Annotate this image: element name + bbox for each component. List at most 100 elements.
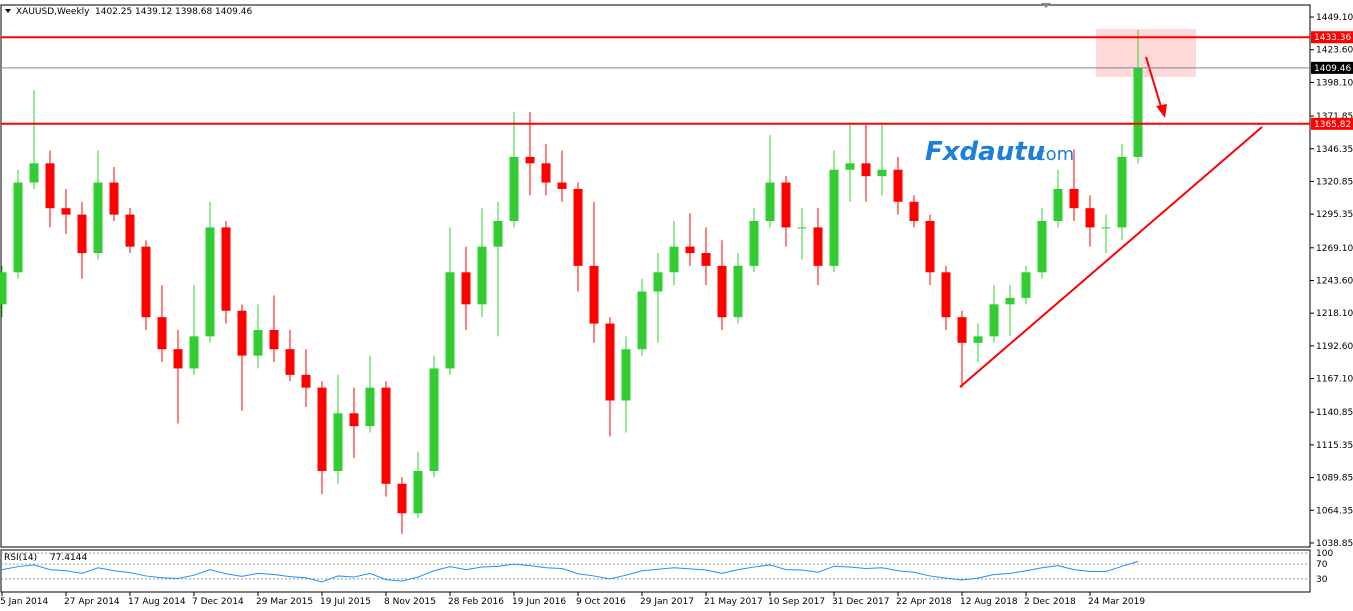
x-tick-label: 17 Aug 2014: [128, 597, 186, 607]
candle-body: [589, 265, 599, 324]
candle-body: [973, 336, 983, 343]
candle-body: [925, 221, 935, 273]
watermark-brand: Fxdautu: [925, 137, 1045, 167]
candle-body: [877, 169, 887, 177]
candle-body: [1021, 272, 1031, 298]
candle-body: [845, 163, 855, 170]
y-tick-label: 1423.60: [1316, 46, 1353, 56]
arrow-shaft: [1145, 56, 1163, 111]
candle-body: [573, 188, 583, 266]
candle-body: [429, 368, 439, 471]
price-level-tag: [1311, 61, 1353, 74]
marker: [1041, 3, 1051, 8]
y-tick-label: 1346.35: [1316, 145, 1353, 155]
price-level-tag: [1311, 31, 1353, 44]
y-tick-label: 1371.85: [1316, 112, 1353, 122]
y-tick-label: 1243.60: [1316, 276, 1353, 286]
trend-line: [959, 126, 1263, 388]
candle-body: [605, 323, 615, 401]
rsi-line: [1, 560, 1139, 583]
candle-body: [349, 413, 359, 427]
ohlc-values: 1402.25 1439.12 1398.68 1409.46: [95, 7, 252, 17]
candle-body: [381, 387, 391, 484]
candle-body: [221, 227, 231, 311]
candle-body: [525, 156, 535, 164]
candle-body: [781, 182, 791, 228]
y-tick-label: 1320.85: [1316, 177, 1353, 187]
x-tick-label: 19 Jul 2015: [320, 597, 371, 607]
candle-body: [1069, 188, 1079, 209]
y-tick-label: 1218.10: [1316, 309, 1353, 319]
y-tick-label: 1140.85: [1316, 408, 1353, 418]
candle-body: [493, 221, 503, 247]
candle-body: [765, 182, 775, 222]
candle-body: [509, 156, 519, 222]
x-tick-label: 2 Dec 2018: [1024, 597, 1076, 607]
candle-body: [0, 272, 7, 305]
x-tick-label: 31 Dec 2017: [832, 597, 890, 607]
candle-body: [253, 329, 263, 356]
candle-body: [637, 291, 647, 350]
candle-body: [909, 201, 919, 222]
rsi-panel: [0, 549, 1311, 593]
candle-body: [621, 349, 631, 401]
y-tick-label: 1269.10: [1316, 244, 1353, 254]
candle-body: [1005, 297, 1015, 305]
x-tick-label: 24 Mar 2019: [1088, 597, 1145, 607]
candle-body: [557, 182, 567, 189]
arrow-head: [1156, 104, 1167, 118]
price-level-label: 1365.82: [1314, 120, 1351, 130]
x-tick-label: 10 Sep 2017: [768, 597, 825, 607]
candle-body: [205, 227, 215, 337]
candle-body: [29, 163, 39, 183]
candle-body: [1085, 208, 1095, 228]
highlight-box: [1096, 29, 1196, 77]
y-tick-label: 1038.85: [1316, 539, 1353, 549]
candle-body: [1101, 227, 1111, 229]
candle-body: [1133, 67, 1143, 157]
candle-body: [269, 329, 279, 350]
x-tick-label: 19 Jun 2016: [512, 597, 566, 607]
candle-body: [669, 246, 679, 273]
candle-body: [893, 169, 903, 202]
candle-body: [365, 387, 375, 427]
y-tick-label: 1167.10: [1316, 375, 1353, 385]
candle-body: [157, 317, 167, 350]
candle-body: [189, 336, 199, 369]
price-level-label: 1409.46: [1314, 64, 1351, 74]
candle-body: [829, 169, 839, 266]
candle-body: [861, 163, 871, 177]
candle-body: [45, 163, 55, 209]
candle-body: [413, 470, 423, 514]
y-tick-label: 1192.60: [1316, 342, 1353, 352]
candle-body: [989, 304, 999, 337]
y-tick-label: 1115.35: [1316, 441, 1353, 451]
candle-body: [109, 182, 119, 215]
x-tick-label: 22 Apr 2018: [896, 597, 952, 607]
x-tick-label: 7 Dec 2014: [192, 597, 244, 607]
x-tick-label: 29 Jan 2017: [640, 597, 694, 607]
ohlc-value: 1409.46: [215, 7, 252, 17]
candle-body: [93, 182, 103, 254]
symbol: XAUUSD,Weekly: [16, 7, 90, 17]
candle-body: [701, 253, 711, 266]
x-tick-label: 27 Apr 2014: [64, 597, 120, 607]
watermark-suffix: .com: [1030, 144, 1074, 165]
candle-body: [685, 246, 695, 254]
rsi-last: 77.4144: [50, 553, 87, 563]
ohlc-value: 1439.12: [135, 7, 172, 17]
y-tick-label: 1449.10: [1316, 13, 1353, 23]
candle-body: [445, 272, 455, 369]
candle-body: [285, 349, 295, 375]
price-level-tag: [1311, 117, 1353, 130]
candle-body: [301, 374, 311, 388]
menu-icon: [5, 9, 11, 13]
x-tick-label: 9 Oct 2016: [576, 597, 626, 607]
candle-body: [797, 227, 807, 229]
candle-body: [13, 182, 23, 273]
candle-body: [733, 265, 743, 318]
y-tick-label: 1398.10: [1316, 78, 1353, 88]
ohlc-value: 1398.68: [175, 7, 212, 17]
candle-body: [653, 272, 663, 292]
rsi-name: RSI(14): [4, 553, 37, 563]
